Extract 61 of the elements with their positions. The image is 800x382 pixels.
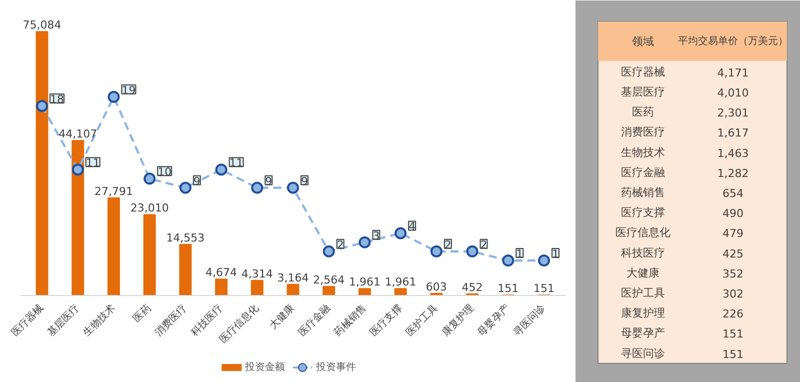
category-label: 大健康 [626,266,660,280]
category-label: 医药 [632,106,654,119]
text: 1,282 [717,166,749,180]
text: 4,171 [717,66,749,80]
category-label: 医疗信息化 [616,226,670,240]
data-label: 4,314 [241,267,273,280]
x-tick-label: 消费医疗 [152,302,190,339]
category-label: 医疗器械 [621,65,665,78]
x-tick-label: 医疗金融 [296,302,333,339]
data-label: 23,010 [130,202,169,215]
category-label: 医疗金融 [621,166,665,179]
text: 平均交易单价（万美元） [678,35,788,48]
x-tick-label: 康复护理 [439,302,476,339]
data-label: 44,107 [58,127,98,140]
data-label: 75,084 [22,18,62,32]
data-label: 151 [498,282,519,295]
text: 654 [722,187,744,200]
data-label: 4 [408,220,416,234]
text: 302 [722,288,744,301]
data-label: 3,164 [277,271,309,284]
category-label: 基层医疗 [621,85,665,98]
text: 226 [722,308,744,321]
category-label: 消费医疗 [621,126,665,139]
legend-label: 投资金额 [244,361,286,373]
text: 151 [722,348,744,361]
data-label: 14,553 [166,231,205,244]
data-label: 1,961 [384,276,416,289]
data-label: 151 [533,282,554,295]
text: 352 [722,267,744,280]
data-label: 2,564 [313,273,345,286]
x-tick-label: 基层医疗 [44,302,82,339]
legend-label: 投资事件 [314,361,356,373]
data-label: 27,791 [94,184,133,198]
category-label: 医护工具 [621,286,665,300]
text: 490 [722,207,744,220]
x-tick-label: 寻医问诊 [511,302,548,339]
x-tick-label: 医疗器械 [9,302,46,339]
category-label: 寻医问诊 [621,346,665,360]
text: 1,463 [717,146,749,160]
category-label: 药械销售 [621,186,665,200]
text: 4,010 [717,86,749,100]
category-label: 科技医疗 [621,246,665,260]
x-tick-label: 医护工具 [404,302,440,339]
text: 479 [722,227,744,240]
text: 领域 [632,35,654,48]
data-label: 452 [462,280,483,294]
x-tick-label: 生物技术 [80,302,118,339]
data-label: 4,674 [206,266,238,280]
x-tick-label: 医药 [130,302,154,325]
text: 1,617 [717,126,749,140]
x-tick-label: 大健康 [267,302,297,332]
x-tick-label: 母婴孕产 [475,302,512,339]
category-label: 医疗支撑 [621,206,665,220]
category-label: 生物技术 [621,146,665,159]
data-label: 1,961 [348,276,380,289]
text: 151 [722,328,744,341]
x-tick-label: 药械销售 [332,302,369,339]
text: 2,301 [717,106,749,120]
x-tick-label: 医疗支撑 [368,302,404,339]
text: 425 [722,247,744,260]
data-label: 603 [426,280,447,294]
